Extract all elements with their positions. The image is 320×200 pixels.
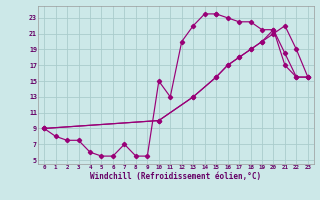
X-axis label: Windchill (Refroidissement éolien,°C): Windchill (Refroidissement éolien,°C)	[91, 172, 261, 181]
